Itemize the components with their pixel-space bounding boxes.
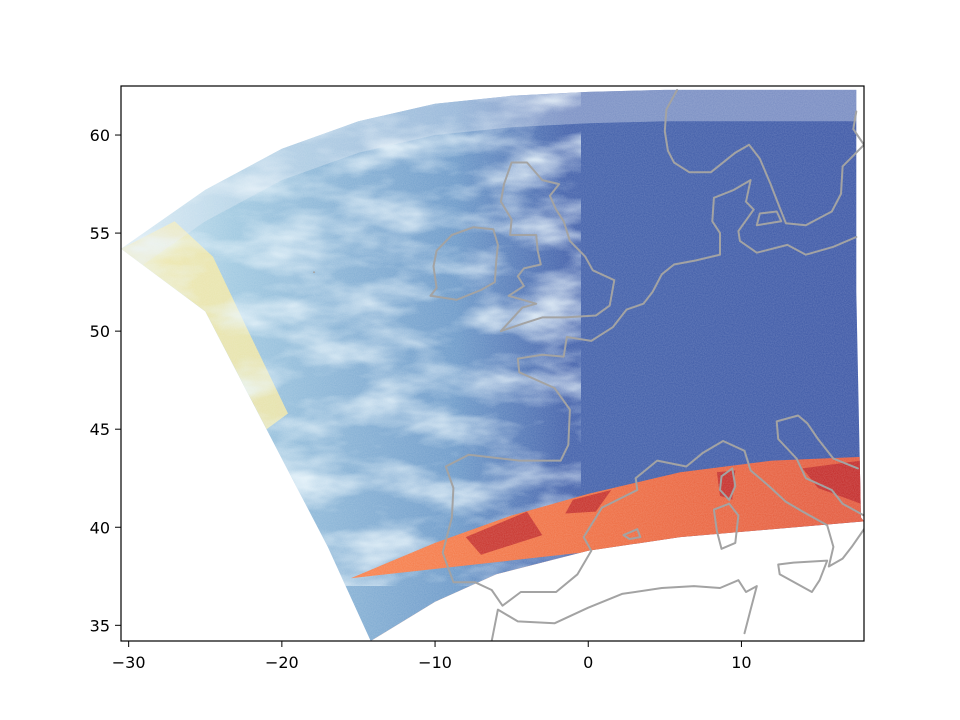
x-tick-label: 0 [583,653,593,672]
coastline-balearic [622,528,642,540]
y-tick-label: 60 [90,126,110,145]
y-tick-label: 45 [90,420,110,439]
x-tick-label: −20 [265,653,299,672]
coastline-great-britain [499,161,616,333]
coastline-iberia [441,453,639,607]
coastline-sardinia [712,502,740,550]
x-tick-label: −30 [112,653,146,672]
axes-frame [120,85,865,642]
coastline-sicily [777,559,829,593]
x-axis: −30 −20 −10 0 10 [112,641,752,672]
coastline-scandinavia [663,88,679,152]
y-axis: 35 40 45 50 55 60 [90,126,121,635]
coastline-danish-islands [755,210,783,227]
y-tick-label: 50 [90,322,110,341]
coastline-italy-adriatic [775,414,864,517]
coastline-africa [490,579,758,641]
y-tick-label: 55 [90,224,110,243]
map-swath [121,88,864,641]
swath-noise [121,89,864,641]
coastlines [313,88,864,641]
coastline-france-atlantic [634,451,705,480]
y-tick-label: 35 [90,616,110,635]
y-tick-label: 40 [90,518,110,537]
coastline-corsica [719,467,737,501]
coastline-france-north [516,179,858,462]
x-tick-label: 10 [731,653,751,672]
coastline-italy-corsica [702,440,864,568]
coastline-sweden-south [666,110,864,227]
coastline-ireland [429,226,499,301]
x-tick-label: −10 [418,653,452,672]
